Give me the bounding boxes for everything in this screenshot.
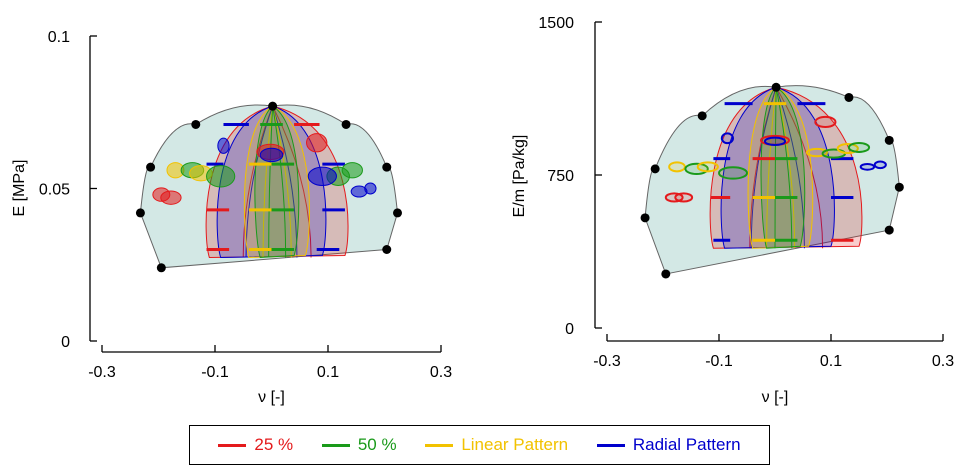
boundary-point-2	[146, 162, 156, 172]
legend-label-linear: Linear Pattern	[461, 435, 569, 454]
band-1-meridian-1	[775, 87, 805, 249]
band-2-meridian-1	[775, 87, 796, 249]
boundary-point-8	[382, 245, 392, 254]
y-tick-label-1: 0.05	[39, 182, 70, 199]
legend-item-radial: Radial Pattern	[596, 435, 741, 455]
x-tick-label-1: -0.1	[201, 364, 229, 381]
data-ellipse-5	[206, 165, 236, 188]
y-tick-label-0: 0	[61, 334, 70, 351]
data-ellipse-1	[674, 192, 694, 203]
legend-label-radial: Radial Pattern	[632, 435, 741, 454]
y-tick-label-1: 750	[547, 168, 574, 185]
boundary-point-4	[771, 82, 781, 92]
band-3	[760, 86, 806, 249]
x-tick-label-3: 0.3	[430, 364, 452, 381]
boundary-point-2	[650, 164, 660, 174]
legend-swatch-25	[218, 443, 247, 447]
x-axis-title: ν [-]	[258, 389, 285, 406]
boundary-point-5	[341, 119, 351, 129]
band-1-meridian-0	[750, 87, 777, 249]
data-ellipse-8	[763, 136, 787, 147]
y-tick-label-2: 1500	[538, 15, 574, 32]
boundary-point-4	[268, 101, 278, 111]
legend-label-50: 50 %	[357, 435, 397, 454]
data-ellipse-14	[364, 182, 377, 195]
data-ellipse-6	[217, 137, 230, 154]
band-3-meridian-0	[774, 87, 777, 249]
data-ellipse-0	[664, 192, 684, 203]
x-tick-label-3: 0.3	[932, 353, 954, 370]
data-ellipse-11	[341, 162, 363, 179]
boundary-point-6	[382, 162, 392, 172]
x-tick-label-2: 0.1	[317, 364, 339, 381]
boundary-point-1	[135, 208, 145, 218]
data-ellipse-1	[160, 190, 182, 205]
boundary-point-0	[156, 263, 166, 273]
chart-e-vs-nu: 0 0.05 0.1 -0.3 -0.1 0.1 0.3 ν [-] E [MPa]	[11, 29, 452, 406]
boundary-point-1	[640, 213, 650, 223]
figure-canvas: 0 0.05 0.1 -0.3 -0.1 0.1 0.3 ν [-] E [MPa] 0 750 1…	[11, 15, 954, 406]
data-ellipse-13	[847, 141, 871, 153]
x-tick-label-2: 0.1	[820, 353, 842, 370]
x-axis-title: ν [-]	[762, 389, 789, 406]
legend-item-linear: Linear Pattern	[425, 435, 568, 455]
legend-swatch-linear	[425, 443, 454, 447]
legend: 25 % 50 % Linear Pattern Radial Pattern	[189, 425, 770, 465]
x-tick-label-0: -0.3	[593, 353, 621, 370]
boundary-point-3	[191, 119, 201, 129]
data-ellipse-8	[259, 147, 284, 163]
boundary-point-5	[844, 92, 854, 102]
boundary-point-7	[392, 208, 402, 218]
y-axis-title: E/m [Pa/kg]	[511, 135, 528, 218]
boundary-point-6	[884, 135, 894, 145]
legend-label-25: 25 %	[254, 435, 294, 454]
data-ellipse-14	[859, 162, 876, 171]
data-ellipse-6	[720, 132, 735, 145]
band-2-meridian-0	[766, 87, 777, 249]
boundary-point-8	[884, 225, 894, 235]
data-ellipse-5	[718, 166, 748, 180]
y-tick-label-2: 0.1	[48, 29, 70, 46]
x-tick-label-0: -0.3	[88, 364, 116, 381]
legend-swatch-radial	[596, 443, 625, 447]
data-ellipse-9	[306, 133, 328, 153]
y-tick-label-0: 0	[565, 321, 574, 338]
boundary-point-0	[661, 269, 671, 279]
y-axis-title: E [MPa]	[11, 160, 28, 217]
data-ellipse-15	[873, 160, 887, 170]
data-ellipse-9	[814, 115, 837, 129]
boundary-point-3	[697, 111, 707, 121]
chart-specific-e-vs-nu: 0 750 1500 -0.3 -0.1 0.1 0.3 ν [-] E/m [Pa/kg]	[511, 15, 954, 406]
band-3-meridian-1	[775, 87, 793, 249]
boundary-point-7	[894, 182, 904, 192]
legend-item-25: 25 %	[218, 435, 293, 455]
data-ellipse-2	[668, 161, 686, 173]
legend-swatch-50	[321, 443, 350, 447]
legend-item-50: 50 %	[321, 435, 397, 455]
x-tick-label-1: -0.1	[705, 353, 733, 370]
data-ellipse-12	[307, 166, 337, 186]
data-ellipse-4	[696, 161, 719, 173]
